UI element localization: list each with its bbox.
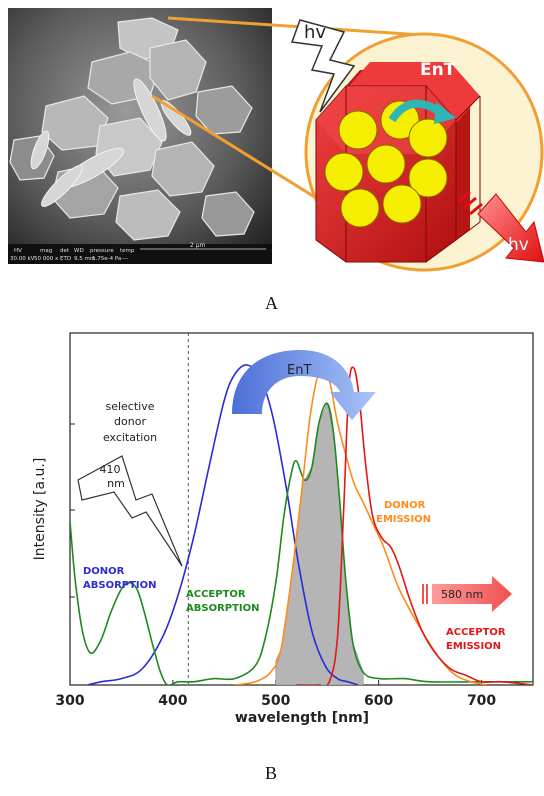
panel-label-b: B bbox=[265, 763, 278, 783]
sem-micrograph: HV mag det WD pressure temp 30.00 kV 50 … bbox=[8, 8, 272, 264]
x-axis-label: wavelength [nm] bbox=[235, 710, 369, 726]
excitation-wavelength: 410 bbox=[100, 463, 121, 476]
sem-info-header: det bbox=[60, 248, 70, 254]
annotation-text: selective bbox=[105, 400, 154, 413]
excitation-unit: nm bbox=[107, 477, 125, 490]
x-tick-label: 400 bbox=[158, 693, 187, 709]
annotation-text: donor bbox=[114, 415, 146, 428]
sem-info-header: mag bbox=[40, 248, 52, 254]
hexagonal-crystal bbox=[315, 62, 481, 263]
excitation-bolt-icon bbox=[77, 455, 183, 567]
annotation-text: excitation bbox=[103, 431, 157, 444]
hv-in-label: hv bbox=[304, 22, 326, 43]
sem-info-value: --- bbox=[122, 256, 128, 262]
scale-bar-label: 2 μm bbox=[190, 242, 206, 249]
x-tick-label: 600 bbox=[364, 693, 393, 709]
x-tick-label: 300 bbox=[55, 693, 84, 709]
x-tick-label: 700 bbox=[467, 693, 496, 709]
sem-info-value: 50 000 x bbox=[34, 256, 59, 262]
sem-info-header: WD bbox=[74, 248, 84, 254]
overlap-area bbox=[275, 402, 364, 685]
emission-wavelength-label: 580 nm bbox=[441, 588, 483, 601]
acceptor-emission-label: ACCEPTOR bbox=[446, 627, 506, 638]
sem-info-value: 1.75e-4 Pa bbox=[92, 256, 121, 262]
series-line-acceptor-absorption bbox=[70, 402, 533, 685]
sem-info-bar: HV mag det WD pressure temp 30.00 kV 50 … bbox=[10, 248, 135, 262]
sem-info-header: temp bbox=[120, 248, 135, 254]
series-line-donor-absorption bbox=[87, 364, 359, 685]
sem-info-value: ETD bbox=[60, 256, 71, 262]
emission-arrow-icon bbox=[457, 190, 544, 263]
donor-absorption-label: ABSORPTION bbox=[83, 580, 157, 591]
x-axis-ticks: 300 400 500 600 700 bbox=[55, 680, 496, 709]
lumophore-channels bbox=[324, 100, 448, 228]
acceptor-absorption-label: ACCEPTOR bbox=[186, 589, 246, 600]
ent-arc-arrow bbox=[232, 350, 376, 420]
hv-out-label: hv bbox=[508, 235, 529, 255]
lightning-bolt-icon bbox=[290, 19, 356, 113]
ent-label-b: EnT bbox=[287, 363, 311, 378]
sem-info-value: 9.5 mm bbox=[74, 256, 95, 262]
donor-emission-label: DONOR bbox=[384, 500, 426, 511]
donor-emission-label: EMISSION bbox=[376, 514, 431, 525]
x-tick-label: 500 bbox=[261, 693, 290, 709]
acceptor-absorption-label: ABSORPTION bbox=[186, 603, 260, 614]
sem-info-header: pressure bbox=[90, 248, 114, 254]
emission-580-arrow-icon bbox=[422, 576, 512, 612]
spectrum-chart: 300 400 500 600 700 wavelength [nm] Intensit… bbox=[32, 332, 534, 726]
panel-label-a: A bbox=[265, 293, 278, 313]
ent-arrow bbox=[388, 99, 443, 123]
acceptor-emission-label: EMISSION bbox=[446, 641, 501, 652]
ent-label-a: EnT bbox=[420, 60, 456, 80]
y-axis-label: Intensity [a.u.] bbox=[32, 458, 48, 561]
ent-arrowhead bbox=[434, 102, 456, 124]
sem-info-header: HV bbox=[14, 248, 22, 254]
series-lines bbox=[70, 364, 533, 685]
sem-info-value: 30.00 kV bbox=[10, 256, 35, 262]
series-line-acceptor-emission bbox=[296, 366, 533, 685]
donor-absorption-label: DONOR bbox=[83, 566, 125, 577]
